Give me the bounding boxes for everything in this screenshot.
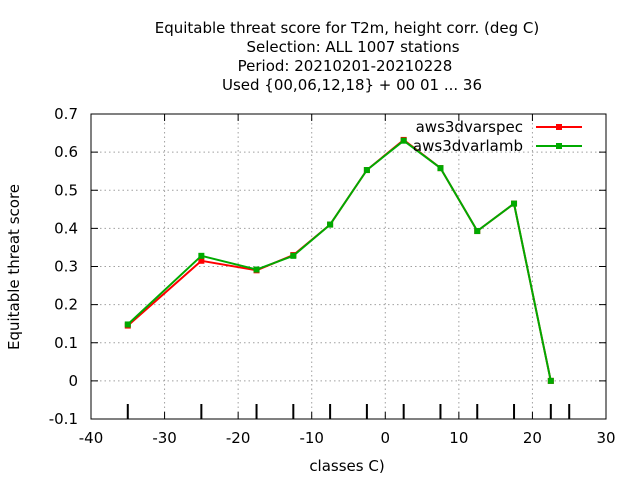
x-tick-label-0: -40 — [79, 429, 104, 447]
x-tick-label-3: -10 — [299, 429, 324, 447]
y-tick-labels: -0.1 0 0.1 0.2 0.3 0.4 0.5 0.6 0.7 — [49, 105, 78, 428]
series-line-aws3dvarspec — [127, 138, 552, 382]
data-point-aws3dvarlamb-7 — [437, 165, 444, 172]
series-aws3dvarlamb — [124, 137, 554, 384]
y-tick-label-6: 0.5 — [54, 181, 78, 199]
title-line-3: Period: 20210201-20210228 — [238, 57, 453, 75]
y-tick-label-4: 0.3 — [54, 258, 78, 276]
x-tick-label-7: 30 — [596, 429, 615, 447]
data-point-aws3dvarlamb-9 — [511, 200, 518, 207]
title-line-1: Equitable threat score for T2m, height c… — [155, 19, 540, 37]
data-point-aws3dvarlamb-4 — [327, 221, 334, 228]
y-tick-label-1: 0 — [68, 372, 78, 390]
data-point-aws3dvarlamb-5 — [363, 167, 370, 174]
legend-marker-aws3dvarlamb — [556, 143, 562, 149]
y-tick-label-3: 0.2 — [54, 296, 78, 314]
series-line-aws3dvarlamb — [127, 139, 552, 382]
x-tick-label-2: -20 — [226, 429, 251, 447]
data-point-aws3dvarlamb-10 — [547, 377, 554, 384]
legend-label-aws3dvarlamb: aws3dvarlamb — [413, 137, 523, 155]
axis-ticks — [90, 113, 607, 420]
x-tick-label-4: 0 — [381, 429, 391, 447]
data-point-aws3dvarlamb-2 — [253, 266, 260, 273]
x-tick-labels: -40 -30 -20 -10 0 10 20 30 — [79, 429, 616, 447]
y-tick-label-8: 0.7 — [54, 105, 78, 123]
y-tick-label-0: -0.1 — [49, 410, 78, 428]
y-axis-label: Equitable threat score — [5, 184, 23, 350]
data-point-aws3dvarlamb-8 — [474, 228, 481, 235]
data-point-aws3dvarspec-1 — [198, 257, 205, 264]
legend-marker-aws3dvarspec — [556, 124, 562, 130]
title-line-4: Used {00,06,12,18} + 00 01 ... 36 — [222, 76, 482, 94]
x-tick-label-6: 20 — [523, 429, 542, 447]
class-boundary-marks — [126, 404, 571, 419]
x-tick-label-1: -30 — [152, 429, 177, 447]
title-line-2: Selection: ALL 1007 stations — [246, 38, 459, 56]
legend-label-aws3dvarspec: aws3dvarspec — [416, 118, 523, 136]
series-group — [124, 136, 554, 384]
data-point-aws3dvarlamb-1 — [198, 252, 205, 259]
series-aws3dvarspec — [124, 136, 554, 384]
chart-title: Equitable threat score for T2m, height c… — [155, 19, 540, 94]
data-point-aws3dvarlamb-6 — [400, 137, 407, 144]
y-tick-label-7: 0.6 — [54, 143, 78, 161]
x-axis-label: classes C) — [309, 457, 384, 475]
x-tick-label-5: 10 — [449, 429, 468, 447]
data-point-aws3dvarlamb-0 — [124, 321, 131, 328]
y-tick-label-5: 0.4 — [54, 219, 78, 237]
grid-lines — [91, 114, 606, 419]
y-tick-label-2: 0.1 — [54, 334, 78, 352]
data-point-aws3dvarlamb-3 — [290, 252, 297, 259]
